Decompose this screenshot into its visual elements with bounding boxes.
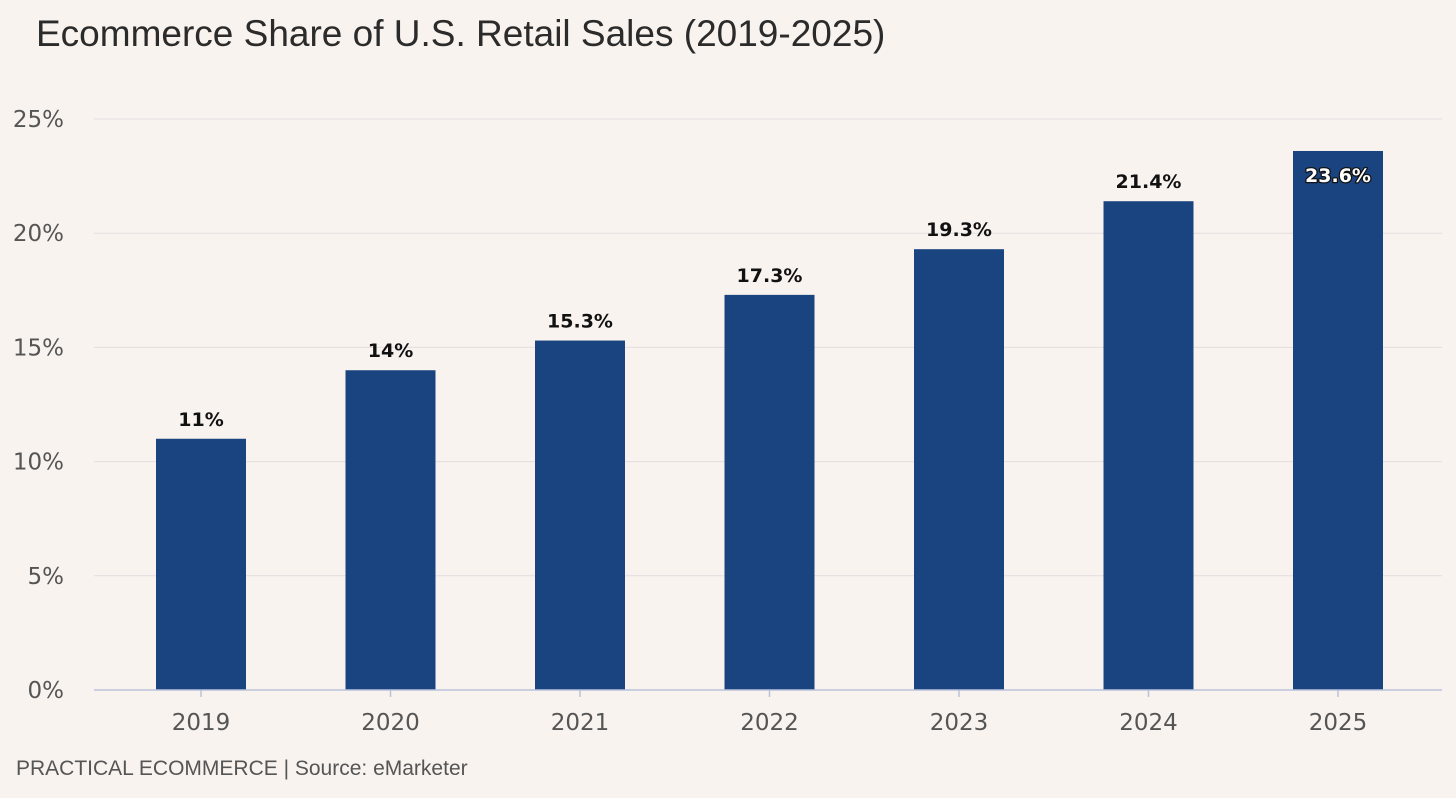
y-tick-label: 0%: [28, 678, 65, 704]
data-label: 15.3%: [547, 311, 613, 333]
data-label: 19.3%: [926, 219, 992, 241]
y-tick-label: 15%: [13, 335, 64, 361]
bar-2022: [724, 294, 815, 690]
x-tick-label: 2025: [1309, 710, 1368, 736]
data-label: 23.6%: [1305, 165, 1371, 187]
y-tick-label: 25%: [13, 107, 64, 133]
x-tick-label: 2021: [551, 710, 610, 736]
x-tick-label: 2023: [930, 710, 989, 736]
x-tick-label: 2019: [172, 710, 231, 736]
bar-2024: [1103, 201, 1194, 690]
data-label: 11%: [178, 409, 223, 431]
bar-2023: [914, 249, 1004, 691]
x-tick-label: 2024: [1119, 710, 1178, 736]
data-label: 14%: [368, 340, 413, 362]
chart-title: Ecommerce Share of U.S. Retail Sales (20…: [36, 13, 886, 54]
bar-2021: [535, 340, 625, 690]
bar-2019: [156, 438, 246, 690]
data-labels: 11% 14% 15.3% 17.3% 19.3% 21.4% 23.6%: [178, 164, 1372, 431]
bars: [156, 150, 1383, 691]
bar-2025: [1293, 150, 1383, 690]
y-tick-label: 10%: [13, 450, 64, 476]
data-label: 17.3%: [737, 265, 803, 287]
axes: 0% 5% 10% 15% 20% 25% 2019 2020 2021 2022 2023 2024…: [13, 107, 1442, 736]
y-tick-label: 5%: [28, 564, 65, 590]
x-tick-label: 2022: [740, 710, 799, 736]
x-tick-label: 2020: [361, 710, 420, 736]
y-tick-label: 20%: [13, 221, 64, 247]
chart-source-note: PRACTICAL ECOMMERCE | Source: eMarketer: [16, 757, 468, 780]
data-label: 21.4%: [1116, 171, 1182, 193]
bar-2020: [345, 370, 436, 690]
